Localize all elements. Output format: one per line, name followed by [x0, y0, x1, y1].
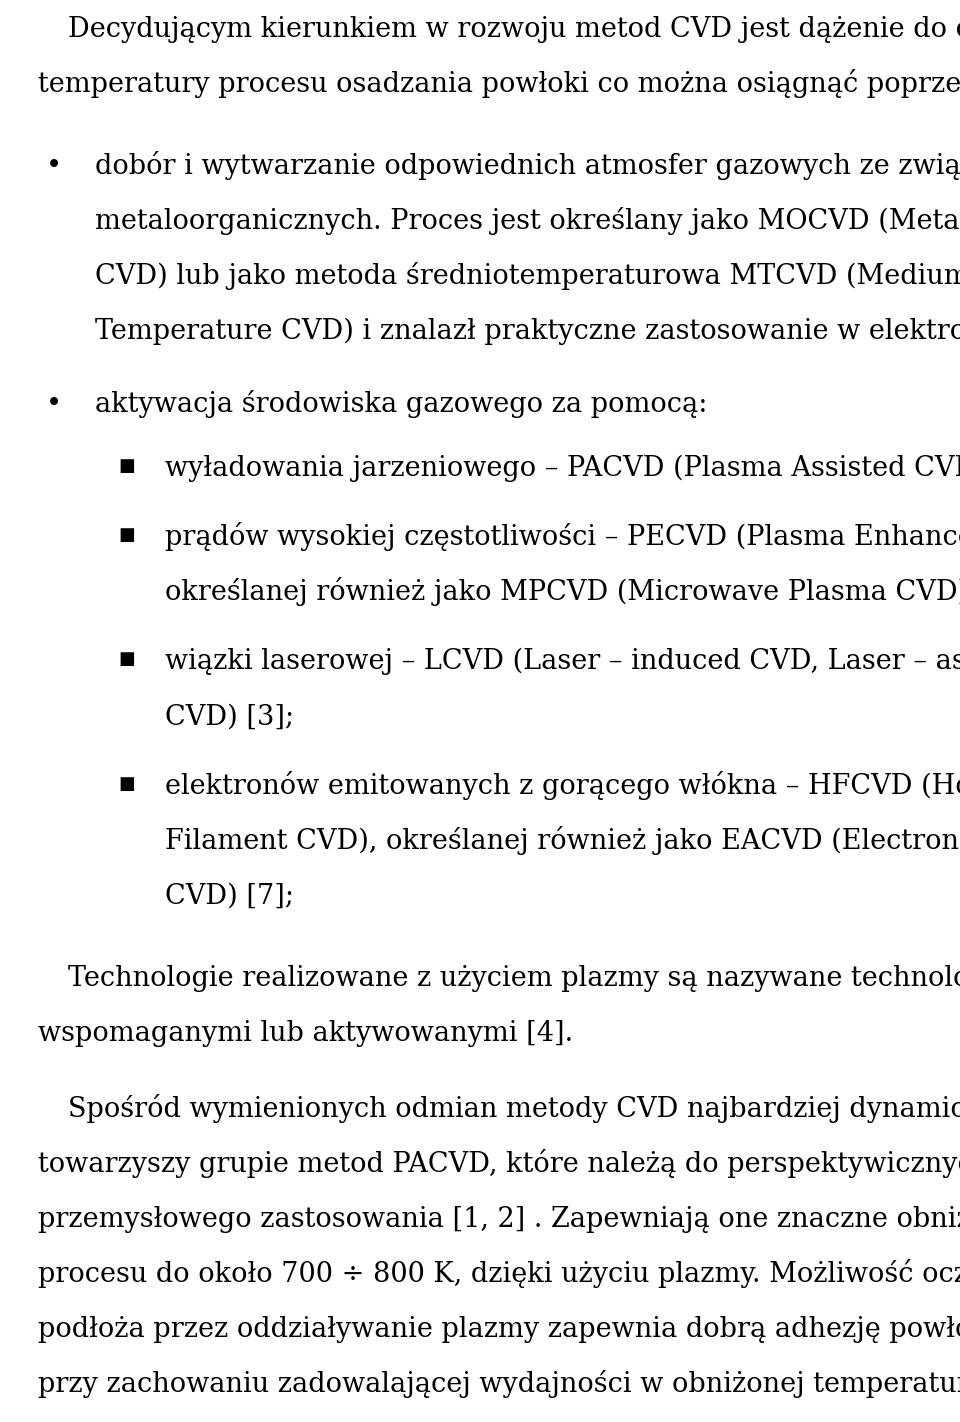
Text: temperatury procesu osadzania powłoki co można osiągnąć poprzez:: temperatury procesu osadzania powłoki co…: [38, 68, 960, 98]
Text: wyładowania jarzeniowego – PACVD (Plasma Assisted CVD) [2, 3];: wyładowania jarzeniowego – PACVD (Plasma…: [165, 454, 960, 482]
Text: prądów wysokiej częstotliwości – PECVD (Plasma Enhanced CVD): prądów wysokiej częstotliwości – PECVD (…: [165, 522, 960, 550]
Text: •: •: [46, 391, 62, 418]
Text: podłoża przez oddziaływanie plazmy zapewnia dobrą adhezję powłoki do podłoża: podłoża przez oddziaływanie plazmy zapew…: [38, 1317, 960, 1344]
Text: Temperature CVD) i znalazł praktyczne zastosowanie w elektronice [1, 3, 6];: Temperature CVD) i znalazł praktyczne za…: [95, 317, 960, 344]
Text: CVD) [7];: CVD) [7];: [165, 883, 294, 910]
Text: metaloorganicznych. Proces jest określany jako MOCVD (Metall – Organic: metaloorganicznych. Proces jest określan…: [95, 206, 960, 235]
Text: przemysłowego zastosowania [1, 2] . Zapewniają one znaczne obniżenie temperatury: przemysłowego zastosowania [1, 2] . Zape…: [38, 1206, 960, 1233]
Text: przy zachowaniu zadowalającej wydajności w obniżonej temperaturze osadzania.: przy zachowaniu zadowalającej wydajności…: [38, 1371, 960, 1398]
Text: Spośród wymienionych odmian metody CVD najbardziej dynamiczny rozwój: Spośród wymienionych odmian metody CVD n…: [68, 1095, 960, 1123]
Text: określanej również jako MPCVD (Microwave Plasma CVD) [3];: określanej również jako MPCVD (Microwave…: [165, 577, 960, 606]
Text: wiązki laserowej – LCVD (Laser – induced CVD, Laser – assisted: wiązki laserowej – LCVD (Laser – induced…: [165, 648, 960, 675]
Text: CVD) lub jako metoda średniotemperaturowa MTCVD (Medium: CVD) lub jako metoda średniotemperaturow…: [95, 262, 960, 290]
Text: ■: ■: [118, 526, 134, 543]
Text: aktywacja środowiska gazowego za pomocą:: aktywacja środowiska gazowego za pomocą:: [95, 390, 708, 418]
Text: procesu do około 700 ÷ 800 K, dzięki użyciu plazmy. Możliwość oczyszczenia: procesu do około 700 ÷ 800 K, dzięki uży…: [38, 1260, 960, 1288]
Text: •: •: [46, 152, 62, 179]
Text: Filament CVD), określanej również jako EACVD (Electron Activated: Filament CVD), określanej również jako E…: [165, 826, 960, 855]
Text: Decydującym kierunkiem w rozwoju metod CVD jest dążenie do obniżenia: Decydującym kierunkiem w rozwoju metod C…: [68, 16, 960, 43]
Text: ■: ■: [118, 456, 134, 475]
Text: elektronów emitowanych z gorącego włókna – HFCVD (Hot: elektronów emitowanych z gorącego włókna…: [165, 771, 960, 799]
Text: towarzyszy grupie metod PACVD, które należą do perspektywicznych metod: towarzyszy grupie metod PACVD, które nal…: [38, 1149, 960, 1179]
Text: wspomaganymi lub aktywowanymi [4].: wspomaganymi lub aktywowanymi [4].: [38, 1020, 573, 1047]
Text: dobór i wytwarzanie odpowiednich atmosfer gazowych ze związków: dobór i wytwarzanie odpowiednich atmosfe…: [95, 151, 960, 179]
Text: CVD) [3];: CVD) [3];: [165, 704, 294, 731]
Text: ■: ■: [118, 775, 134, 792]
Text: Technologie realizowane z użyciem plazmy są nazywane technologiami: Technologie realizowane z użyciem plazmy…: [68, 964, 960, 991]
Text: ■: ■: [118, 650, 134, 668]
